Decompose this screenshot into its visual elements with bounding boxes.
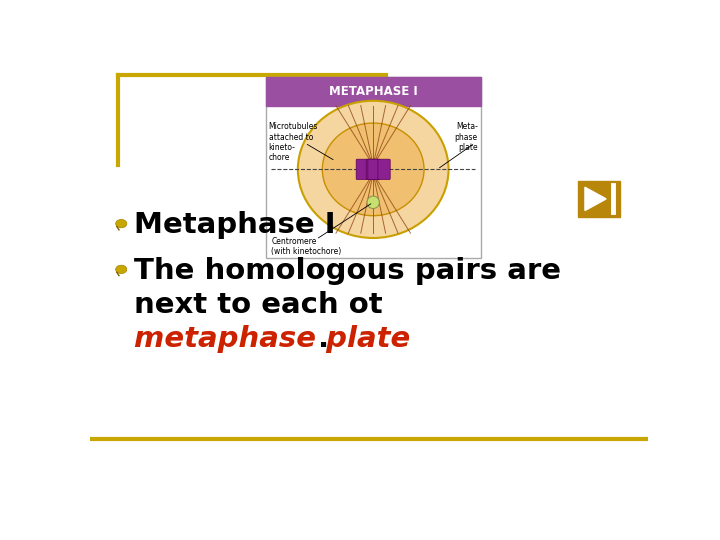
Text: metaphase plate: metaphase plate <box>133 325 410 353</box>
FancyBboxPatch shape <box>368 159 380 180</box>
FancyBboxPatch shape <box>578 181 620 217</box>
FancyBboxPatch shape <box>366 159 379 180</box>
Text: The homologous pairs are: The homologous pairs are <box>133 256 561 285</box>
Text: .: . <box>318 325 329 353</box>
Text: Centromere
(with kinetochore): Centromere (with kinetochore) <box>271 237 341 256</box>
Circle shape <box>116 265 127 274</box>
Ellipse shape <box>298 101 449 238</box>
FancyBboxPatch shape <box>266 77 481 258</box>
Text: next to each ot: next to each ot <box>133 291 382 319</box>
Ellipse shape <box>367 196 379 208</box>
Polygon shape <box>585 187 606 211</box>
Text: Meta-
phase
plate: Meta- phase plate <box>455 122 478 152</box>
Text: Metaphase I: Metaphase I <box>133 211 335 239</box>
Text: METAPHASE I: METAPHASE I <box>329 85 418 98</box>
Text: Microtubules
attached to
kineto-
chore: Microtubules attached to kineto- chore <box>269 122 318 163</box>
FancyBboxPatch shape <box>266 77 481 105</box>
FancyBboxPatch shape <box>378 159 390 180</box>
Ellipse shape <box>323 123 424 215</box>
Circle shape <box>116 219 127 228</box>
FancyBboxPatch shape <box>356 159 369 180</box>
